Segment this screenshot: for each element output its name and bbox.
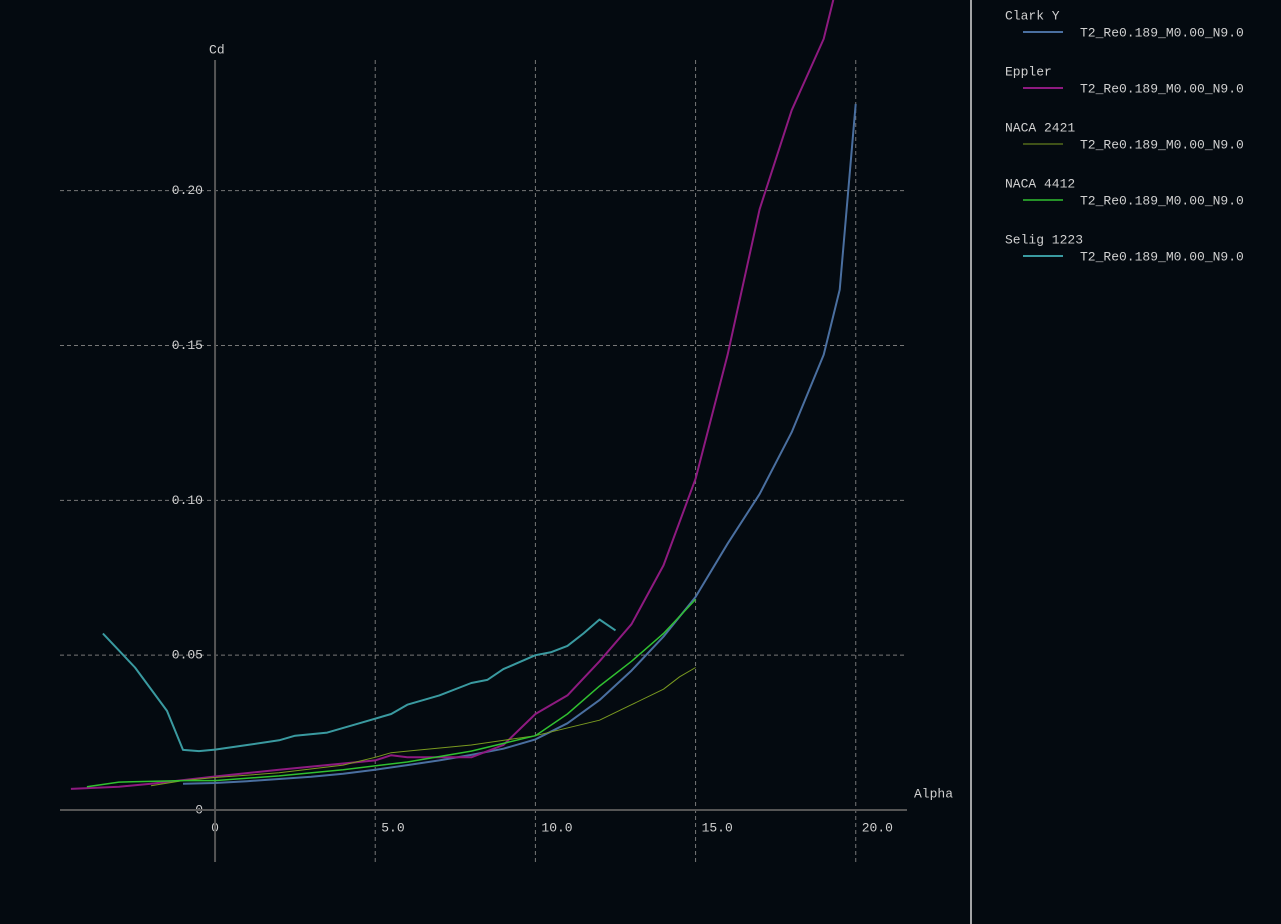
y-tick-label: 0.05 (172, 648, 203, 663)
legend-label: T2_Re0.189_M0.00_N9.0 (1080, 249, 1244, 264)
y-tick-label: 0.15 (172, 338, 203, 353)
series-line (86, 598, 697, 788)
series-line (102, 618, 617, 753)
legend-label: T2_Re0.189_M0.00_N9.0 (1080, 193, 1244, 208)
legend-label: T2_Re0.189_M0.00_N9.0 (1080, 81, 1244, 96)
x-tick-label: 5.0 (381, 820, 404, 835)
plot-area (70, 0, 857, 790)
legend-label: T2_Re0.189_M0.00_N9.0 (1080, 137, 1244, 152)
legend-name: Clark Y (1005, 8, 1060, 23)
x-tick-label: 15.0 (702, 820, 733, 835)
legend-name: Eppler (1005, 64, 1052, 79)
series-line (150, 667, 696, 787)
series-line (182, 103, 857, 785)
y-axis-label: Cd (209, 42, 225, 57)
legend-name: NACA 2421 (1005, 120, 1075, 135)
legend-label: T2_Re0.189_M0.00_N9.0 (1080, 25, 1244, 40)
legend-name: Selig 1223 (1005, 232, 1083, 247)
x-tick-label: 10.0 (541, 820, 572, 835)
x-axis-label: Alpha (914, 786, 953, 801)
series-line (70, 0, 835, 790)
y-tick-label: 0.20 (172, 183, 203, 198)
legend-name: NACA 4412 (1005, 176, 1075, 191)
y-tick-label: 0.10 (172, 493, 203, 508)
x-tick-label: 20.0 (862, 820, 893, 835)
